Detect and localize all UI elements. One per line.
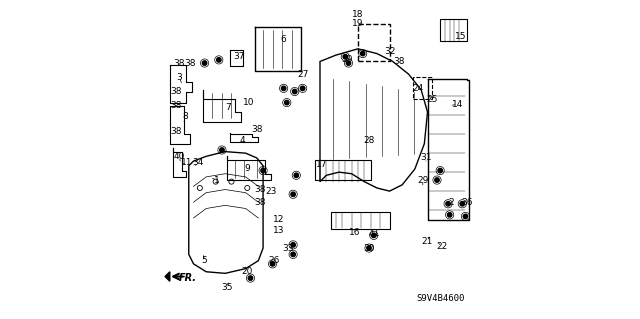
Text: FR.: FR.	[179, 273, 197, 283]
Text: 38: 38	[170, 127, 182, 136]
Bar	[331, 212, 390, 229]
Text: 38: 38	[254, 185, 266, 194]
Text: 23: 23	[266, 187, 276, 196]
Text: 5: 5	[202, 256, 207, 265]
Text: 22: 22	[436, 242, 447, 251]
Text: 38: 38	[173, 59, 185, 68]
Text: 17: 17	[316, 160, 327, 169]
Text: 19: 19	[352, 19, 364, 28]
Bar	[358, 24, 390, 62]
Text: 38: 38	[170, 87, 182, 96]
Text: 11: 11	[181, 158, 193, 167]
Circle shape	[438, 168, 442, 173]
Text: 25: 25	[427, 95, 438, 104]
Text: 38: 38	[184, 59, 196, 68]
Text: 21: 21	[422, 237, 433, 246]
Text: 9: 9	[244, 165, 250, 174]
Circle shape	[285, 100, 289, 105]
Polygon shape	[165, 272, 170, 281]
Circle shape	[248, 276, 253, 280]
Text: 12: 12	[273, 215, 285, 224]
Circle shape	[367, 246, 371, 250]
Text: 30: 30	[364, 243, 375, 253]
Text: 34: 34	[193, 158, 204, 167]
Text: 13: 13	[273, 226, 285, 235]
Circle shape	[292, 89, 297, 94]
Circle shape	[282, 86, 286, 91]
Bar	[440, 19, 467, 41]
Text: 38: 38	[254, 198, 266, 207]
Text: 24: 24	[412, 84, 424, 93]
Text: S9V4B4600: S9V4B4600	[416, 294, 465, 303]
Text: 41: 41	[368, 229, 380, 238]
Text: 29: 29	[417, 175, 428, 185]
Circle shape	[220, 148, 224, 152]
Circle shape	[346, 61, 351, 65]
Text: 14: 14	[452, 100, 463, 109]
Circle shape	[435, 178, 439, 182]
Circle shape	[360, 51, 365, 56]
Circle shape	[372, 233, 376, 238]
Text: 4: 4	[240, 136, 245, 145]
Text: 35: 35	[221, 283, 232, 292]
Text: 18: 18	[352, 10, 364, 19]
Text: 1: 1	[214, 175, 220, 185]
Circle shape	[343, 55, 348, 59]
Circle shape	[460, 202, 465, 206]
Text: 28: 28	[364, 136, 374, 145]
Circle shape	[294, 173, 298, 178]
Circle shape	[291, 192, 295, 197]
Text: 39: 39	[341, 56, 353, 64]
Text: 15: 15	[455, 32, 467, 41]
Text: 38: 38	[170, 101, 182, 110]
Text: 8: 8	[183, 112, 189, 121]
Circle shape	[463, 214, 468, 219]
Circle shape	[291, 243, 295, 247]
Text: 37: 37	[234, 52, 245, 61]
Circle shape	[216, 58, 221, 62]
Bar	[413, 77, 432, 100]
Text: 33: 33	[283, 243, 294, 253]
Circle shape	[202, 61, 207, 65]
Circle shape	[270, 262, 275, 266]
Text: 31: 31	[420, 153, 432, 162]
Text: 38: 38	[394, 57, 405, 66]
Bar	[316, 160, 371, 180]
Circle shape	[300, 86, 305, 91]
Circle shape	[447, 213, 452, 217]
Text: 36: 36	[461, 198, 473, 207]
Text: 10: 10	[243, 98, 255, 107]
Text: 32: 32	[384, 48, 396, 56]
Text: 3: 3	[177, 73, 182, 82]
Text: 20: 20	[241, 267, 253, 276]
Text: 6: 6	[281, 35, 287, 44]
Text: 38: 38	[251, 125, 262, 134]
Circle shape	[291, 252, 295, 256]
Text: 7: 7	[225, 103, 231, 112]
Circle shape	[261, 168, 266, 173]
Text: 2: 2	[449, 198, 454, 207]
Text: 40: 40	[173, 152, 185, 161]
Text: 27: 27	[297, 70, 308, 78]
Text: 16: 16	[349, 228, 360, 237]
Text: 26: 26	[268, 256, 280, 265]
Circle shape	[446, 202, 451, 206]
